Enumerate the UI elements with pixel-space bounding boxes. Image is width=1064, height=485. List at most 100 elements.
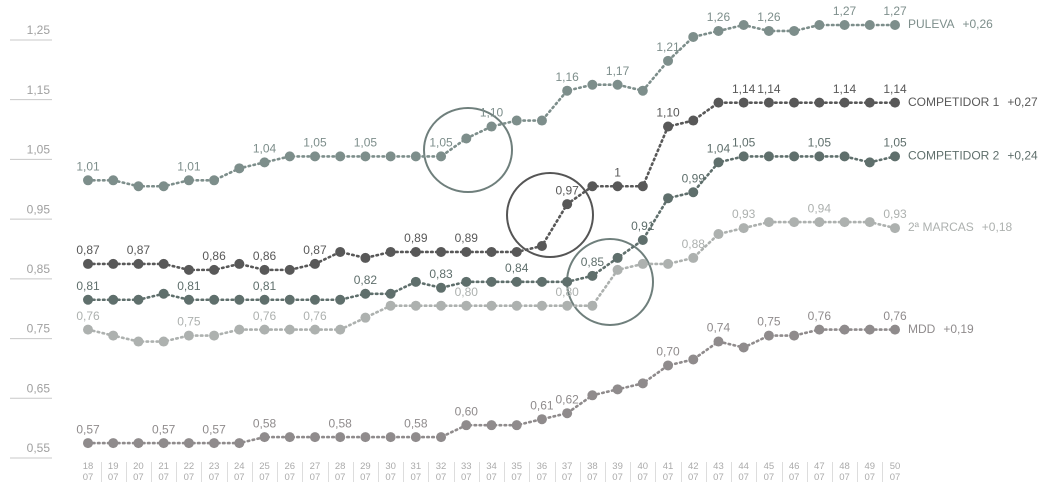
data-label: 0,80: [555, 285, 579, 299]
x-separator: [630, 462, 632, 482]
data-point: [133, 294, 144, 305]
data-point: [713, 97, 724, 108]
data-point: [839, 324, 850, 335]
x-tick-label: 27 07: [309, 461, 321, 483]
data-point: [284, 324, 295, 335]
data-label: 0,75: [177, 315, 201, 329]
x-separator: [378, 462, 380, 482]
data-label: 0,89: [455, 231, 479, 245]
data-point: [461, 276, 472, 287]
data-point: [890, 223, 900, 234]
data-point: [587, 79, 598, 90]
x-separator: [302, 462, 304, 482]
x-separator: [604, 462, 606, 482]
data-label: 1,10: [656, 106, 680, 120]
data-point: [133, 438, 144, 449]
data-point: [259, 157, 270, 168]
data-point: [461, 133, 472, 144]
data-point: [486, 276, 497, 287]
data-point: [688, 252, 699, 263]
data-point: [637, 181, 648, 192]
data-point: [158, 181, 169, 192]
data-point: [335, 151, 346, 162]
data-label: 0,76: [253, 309, 277, 323]
data-point: [738, 342, 749, 353]
data-label: 0,76: [76, 309, 100, 323]
x-separator: [125, 462, 127, 482]
data-point: [789, 217, 800, 228]
data-point: [209, 330, 220, 341]
data-label: 1,21: [656, 40, 680, 54]
data-point: [158, 258, 169, 269]
data-point: [309, 294, 320, 305]
data-point: [209, 294, 220, 305]
data-point: [511, 276, 522, 287]
data-label: 0,87: [127, 243, 151, 257]
x-separator: [277, 462, 279, 482]
data-point: [713, 157, 724, 168]
data-point: [234, 324, 245, 335]
series-name: 2ª MARCAS: [908, 220, 974, 234]
data-point: [486, 246, 497, 257]
data-point: [663, 121, 674, 132]
data-label: 0,94: [808, 201, 832, 215]
data-label: 0,86: [253, 249, 277, 263]
data-point: [864, 97, 875, 108]
series-change: +0,26: [962, 17, 993, 31]
data-point: [789, 97, 800, 108]
data-point: [789, 25, 800, 36]
data-label: 0,70: [656, 345, 680, 359]
data-point: [814, 20, 825, 30]
data-label: 1,04: [253, 142, 277, 156]
data-label: 1,05: [429, 136, 453, 150]
data-point: [108, 438, 119, 449]
data-point: [612, 264, 623, 275]
data-point: [309, 324, 320, 335]
x-tick-label: 37 07: [561, 461, 573, 483]
data-point: [688, 354, 699, 365]
x-separator: [680, 462, 682, 482]
data-point: [133, 181, 144, 192]
data-point: [562, 85, 573, 96]
data-label: 0,93: [883, 207, 907, 221]
x-tick-label: 31 07: [410, 461, 422, 483]
x-tick-label: 35 07: [511, 461, 522, 483]
data-point: [360, 312, 371, 323]
x-separator: [151, 462, 153, 482]
data-point: [814, 217, 825, 228]
data-point: [839, 151, 850, 162]
x-tick-label: 50 07: [889, 461, 901, 483]
data-point: [259, 324, 270, 335]
data-point: [183, 294, 194, 305]
data-point: [738, 20, 749, 30]
data-point: [562, 199, 573, 210]
data-point: [562, 276, 573, 287]
data-point: [839, 217, 850, 228]
data-point: [688, 115, 699, 126]
data-label: 0,83: [429, 267, 453, 281]
data-point: [83, 294, 93, 305]
data-point: [83, 438, 93, 449]
data-label: 0,62: [555, 392, 579, 406]
data-point: [234, 294, 245, 305]
data-point: [234, 438, 245, 449]
data-point: [284, 294, 295, 305]
data-label: 0,89: [404, 231, 428, 245]
highlight-circle: [506, 172, 594, 258]
data-point: [587, 300, 598, 311]
data-label: 0,86: [202, 249, 226, 263]
data-point: [158, 336, 169, 347]
data-point: [209, 264, 220, 275]
data-label: 0,85: [581, 255, 605, 269]
data-point: [360, 432, 371, 443]
data-point: [108, 175, 119, 186]
data-label: 0,58: [329, 416, 353, 430]
x-separator: [453, 462, 455, 482]
data-point: [713, 229, 724, 240]
x-tick-label: 44 07: [738, 461, 749, 483]
data-label: 0,81: [253, 279, 277, 293]
data-label: 1,05: [354, 136, 378, 150]
series-name: COMPETIDOR 1: [908, 95, 1000, 109]
